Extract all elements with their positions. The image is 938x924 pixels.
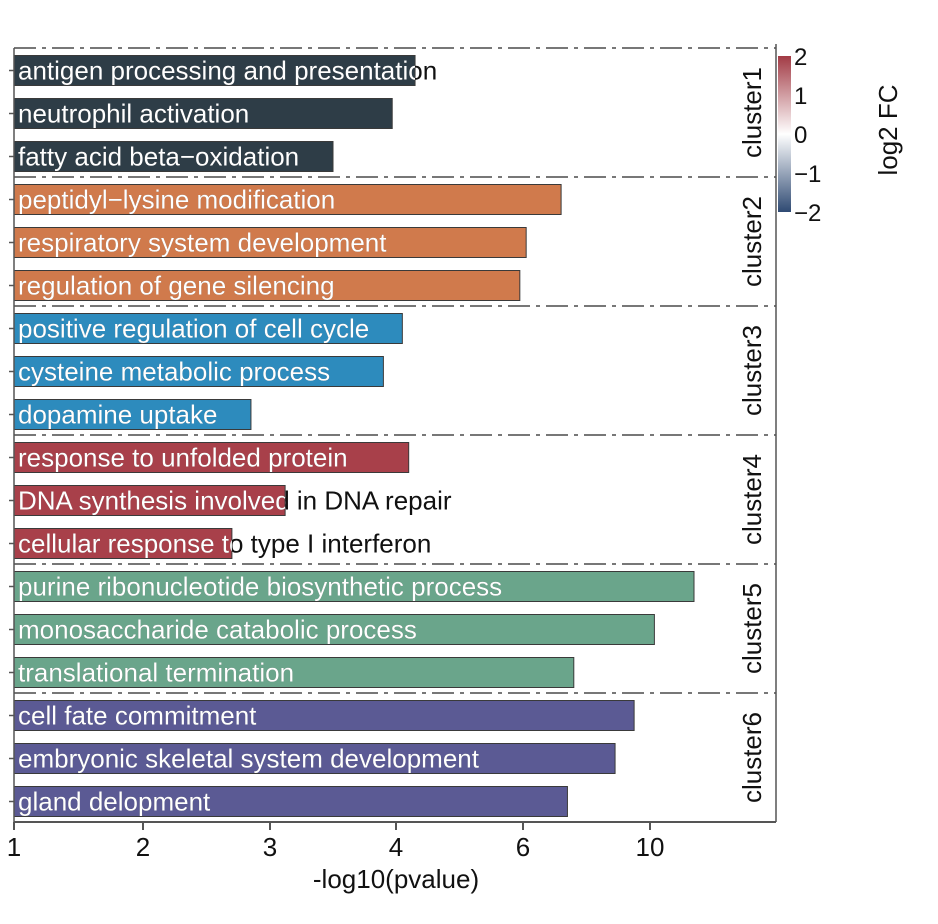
bar-label: monosaccharide catabolic process [18,615,417,645]
frame-layer: cluster1 cluster2 cluster3 cluster4 cluster5… [9,44,777,822]
cluster-label: cluster4 [737,454,767,545]
bar-label-on-bar: cellular response to type I interferon [18,529,431,559]
bar-label: regulation of gene silencing [18,271,335,301]
x-axis: 1 2 3 4 6 10 [7,821,776,862]
bar-label: DNA synthesis involved in DNA repair [18,486,452,516]
x-tick-label: 2 [136,832,150,862]
cluster-label: cluster1 [737,67,767,158]
cluster-label: cluster5 [737,583,767,674]
cluster-label: cluster6 [737,712,767,803]
bar-label: cell fate commitment [18,701,257,731]
bar-label-on-bar: translational termination [18,658,294,688]
bar-label-on-bar: embryonic skeletal system development [18,744,480,774]
colorbar-tick-label: 1 [794,83,807,110]
bar-label-on-bar: monosaccharide catabolic process [18,615,417,645]
bar-label: neutrophil activation [18,99,249,129]
bar-label: response to unfolded protein [18,443,348,473]
colorbar-tick-label: 0 [794,122,807,149]
bar-label: purine ribonucleotide biosynthetic proce… [18,572,502,602]
cluster-label: cluster3 [737,325,767,416]
bar-label: embryonic skeletal system development [18,744,480,774]
bar [13,442,410,473]
x-axis-title: -log10(pvalue) [313,864,479,894]
bar-label: gland delopment [18,787,211,817]
cluster-label: cluster2 [737,196,767,287]
x-tick-label: 3 [263,832,277,862]
bar [13,786,568,817]
colorbar-tick-label: 2 [794,44,807,71]
bar [13,528,233,559]
colorbar-tick-label: −1 [794,161,821,188]
bar-label: translational termination [18,658,294,688]
bar-label: respiratory system development [18,228,387,258]
bar-label-on-bar: respiratory system development [18,228,387,258]
bar [13,356,384,387]
bar-label: cellular response to type I interferon [18,529,431,559]
bar [13,399,252,430]
bar [13,313,403,344]
colorbar-bar [778,56,791,212]
bar-label-on-bar: gland delopment [18,787,211,817]
bar-label-on-bar: fatty acid beta−oxidation [18,142,299,172]
bar-label-on-bar: cysteine metabolic process [18,357,330,387]
bar-label: dopamine uptake [18,400,217,430]
bar-label-on-bar: cell fate commitment [18,701,257,731]
bar-label-on-bar: DNA synthesis involved in DNA repair [18,486,452,516]
bar-label-on-bar: positive regulation of cell cycle [18,314,369,344]
bar-label-on-bar: regulation of gene silencing [18,271,335,301]
colorbar: 2 1 0 −1 −2 log2 FC [778,44,903,227]
bar [13,571,695,602]
bar-label: peptidyl−lysine modification [18,185,335,215]
x-tick-label: 1 [7,832,21,862]
bar [13,184,562,215]
bar-label-on-bar: dopamine uptake [18,400,217,430]
x-tick-label: 10 [636,832,665,862]
bar [13,485,286,516]
bar [13,743,616,774]
bar-label-on-bar: purine ribonucleotide biosynthetic proce… [18,572,502,602]
colorbar-title: log2 FC [873,84,903,175]
bar [13,227,527,258]
bar [13,270,521,301]
bars-layer: antigen processing and presentationantig… [13,55,695,817]
x-tick-label: 6 [516,832,530,862]
bar-label: fatty acid beta−oxidation [18,142,299,172]
bar-label: cysteine metabolic process [18,357,330,387]
bar-label-on-bar: response to unfolded protein [18,443,348,473]
bar [13,614,655,645]
bar [13,141,334,172]
bar-label-on-bar: antigen processing and presentation [18,56,437,86]
x-tick-label: 4 [389,832,403,862]
bar-label: positive regulation of cell cycle [18,314,369,344]
bar [13,55,416,86]
bar-label-on-bar: peptidyl−lysine modification [18,185,335,215]
bar-label: antigen processing and presentation [18,56,437,86]
colorbar-tick-label: −2 [794,200,821,227]
bar-label-on-bar: neutrophil activation [18,99,249,129]
